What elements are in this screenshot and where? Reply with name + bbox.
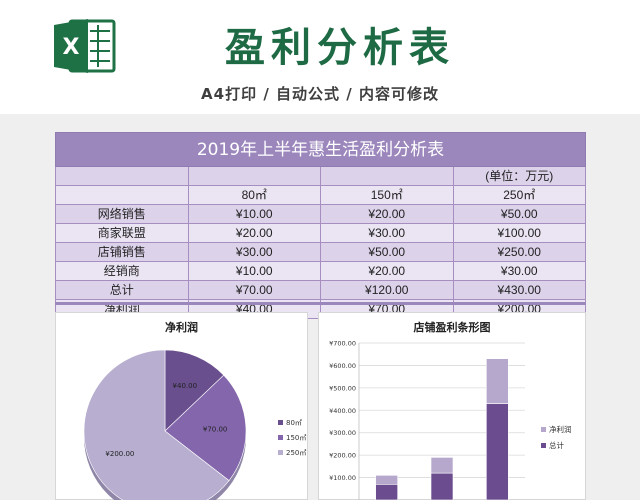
row-label[interactable]: 网络销售: [55, 204, 189, 224]
y-tick-label: ¥700.00: [329, 340, 356, 348]
bar-chart-card[interactable]: 店铺盈利条形图 ¥700.00 ¥600.00 ¥500.00 ¥400.00 ¥300…: [318, 312, 586, 500]
excel-logo-letter: X: [63, 35, 80, 60]
table-empty-cell[interactable]: [320, 166, 454, 186]
y-tick-label: ¥100.00: [329, 474, 356, 482]
pie-data-label: ¥40.00: [173, 382, 198, 390]
pie-chart-title: 净利润: [165, 321, 198, 334]
table-cell[interactable]: ¥30.00: [187, 242, 321, 262]
legend-label: 250㎡: [286, 449, 306, 457]
table-row: 总计 ¥70.00 ¥120.00 ¥430.00: [55, 280, 586, 300]
bar-chart: ¥700.00 ¥600.00 ¥500.00 ¥400.00 ¥300.00 ¥200.…: [329, 340, 572, 500]
table-row: 店铺销售 ¥30.00 ¥50.00 ¥250.00: [55, 242, 586, 262]
legend-label: 80㎡: [286, 419, 302, 427]
pie-chart-card[interactable]: 净利润 ¥40.00 ¥70.00 ¥200.00 80㎡ 150㎡ 250㎡: [55, 312, 308, 500]
table-empty-cell[interactable]: [187, 166, 321, 186]
bar-segment[interactable]: [375, 484, 398, 500]
legend-swatch: [541, 443, 546, 448]
column-header[interactable]: 250㎡: [452, 185, 586, 205]
legend-swatch: [278, 450, 283, 455]
row-label[interactable]: 商家联盟: [55, 223, 189, 243]
bar-segment[interactable]: [486, 403, 509, 500]
bar-chart-title: 店铺盈利条形图: [413, 321, 491, 334]
table-cell[interactable]: ¥100.00: [452, 223, 586, 243]
row-label[interactable]: 店铺销售: [55, 242, 189, 262]
bar-segment[interactable]: [486, 358, 509, 404]
bar-segment[interactable]: [430, 457, 454, 474]
table-row: 网络销售 ¥10.00 ¥20.00 ¥50.00: [55, 204, 586, 224]
table-cell[interactable]: ¥30.00: [452, 261, 586, 281]
y-tick-label: ¥600.00: [329, 362, 356, 370]
table-cell[interactable]: ¥250.00: [452, 242, 586, 262]
table-row: 商家联盟 ¥20.00 ¥30.00 ¥100.00: [55, 223, 586, 243]
table-empty-cell[interactable]: [55, 185, 189, 205]
column-header[interactable]: 80㎡: [187, 185, 321, 205]
pie-data-label: ¥200.00: [105, 450, 134, 458]
pie-slice[interactable]: [164, 374, 247, 482]
y-tick-label: ¥300.00: [329, 429, 356, 437]
page-title: 盈利分析表: [225, 25, 455, 71]
table-cell[interactable]: ¥10.00: [187, 261, 321, 281]
table-cell[interactable]: ¥20.00: [320, 261, 454, 281]
legend-label: 净利润: [549, 424, 572, 434]
y-tick-label: ¥500.00: [329, 384, 356, 392]
column-header[interactable]: 150㎡: [320, 185, 454, 205]
pie-data-label: ¥70.00: [203, 425, 228, 433]
table-cell[interactable]: ¥30.00: [320, 223, 454, 243]
pie-slice[interactable]: [164, 349, 225, 432]
table-cell[interactable]: ¥50.00: [452, 204, 586, 224]
excel-logo-icon: X: [54, 19, 116, 73]
bar-segment[interactable]: [430, 472, 454, 500]
table-cell[interactable]: ¥70.00: [187, 280, 321, 300]
pie-chart: ¥40.00 ¥70.00 ¥200.00 80㎡ 150㎡ 250㎡: [83, 349, 306, 500]
table-cell[interactable]: ¥10.00: [187, 204, 321, 224]
profit-table: 2019年上半年惠生活盈利分析表 (单位：万元) 80㎡ 150㎡ 250㎡ 网…: [55, 132, 586, 319]
table-cell[interactable]: ¥20.00: [320, 204, 454, 224]
table-row: 经销商 ¥10.00 ¥20.00 ¥30.00: [55, 261, 586, 281]
table-cell[interactable]: ¥430.00: [452, 280, 586, 300]
pie-slice[interactable]: [83, 349, 230, 500]
y-tick-label: ¥200.00: [329, 452, 356, 460]
y-tick-label: ¥400.00: [329, 407, 356, 415]
legend-swatch: [541, 427, 546, 432]
page-subtitle: A4打印 / 自动公式 / 内容可修改: [201, 85, 439, 103]
table-cell[interactable]: ¥50.00: [320, 242, 454, 262]
table-corner-cell[interactable]: [55, 166, 189, 186]
unit-note[interactable]: (单位：万元): [452, 166, 586, 186]
legend-label: 150㎡: [286, 434, 306, 442]
table-cell[interactable]: ¥20.00: [187, 223, 321, 243]
row-label[interactable]: 经销商: [55, 261, 189, 281]
table-bottom-bar: [55, 302, 586, 305]
legend-swatch: [278, 435, 283, 440]
bar-segment[interactable]: [375, 475, 398, 485]
legend-label: 总计: [549, 440, 564, 450]
row-label[interactable]: 总计: [55, 280, 189, 300]
table-cell[interactable]: ¥120.00: [320, 280, 454, 300]
table-title: 2019年上半年惠生活盈利分析表: [55, 132, 586, 167]
legend-swatch: [278, 420, 283, 425]
